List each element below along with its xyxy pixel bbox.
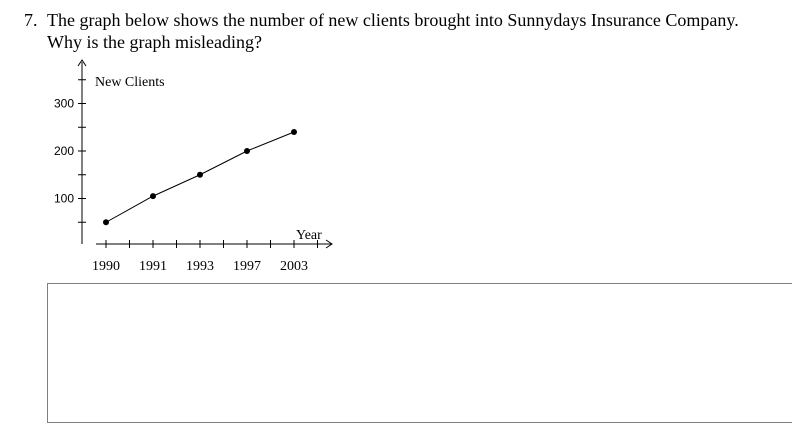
question-text: The graph below shows the number of new … [47, 10, 739, 52]
data-point [197, 171, 203, 178]
y-tick-label: 200 [54, 144, 74, 158]
answer-box[interactable] [47, 283, 792, 423]
question-number: 7. [24, 10, 38, 30]
chart-axes: 100 200 300 1990 1991 1993 1997 2003 [54, 59, 333, 274]
question: 7. The graph below shows the number of n… [24, 9, 774, 53]
y-axis-label: New Clients [95, 75, 165, 90]
data-point [150, 193, 156, 200]
x-axis-label: Year [296, 228, 322, 243]
y-axis-arrow [77, 59, 87, 67]
data-point [291, 129, 297, 135]
y-tick-label: 300 [54, 97, 74, 111]
chart-marks [103, 129, 297, 226]
y-tick-label: 100 [54, 192, 74, 206]
x-tick-label: 1997 [233, 259, 261, 274]
line-chart: 100 200 300 1990 1991 1993 1997 2003 New Client… [54, 59, 333, 274]
x-tick-label: 1993 [186, 259, 214, 274]
x-axis-arrow [325, 239, 333, 249]
data-point [244, 148, 250, 154]
data-point [103, 219, 109, 226]
x-tick-label: 2003 [280, 259, 308, 274]
x-tick-label: 1991 [139, 259, 167, 274]
x-tick-label: 1990 [92, 259, 120, 274]
